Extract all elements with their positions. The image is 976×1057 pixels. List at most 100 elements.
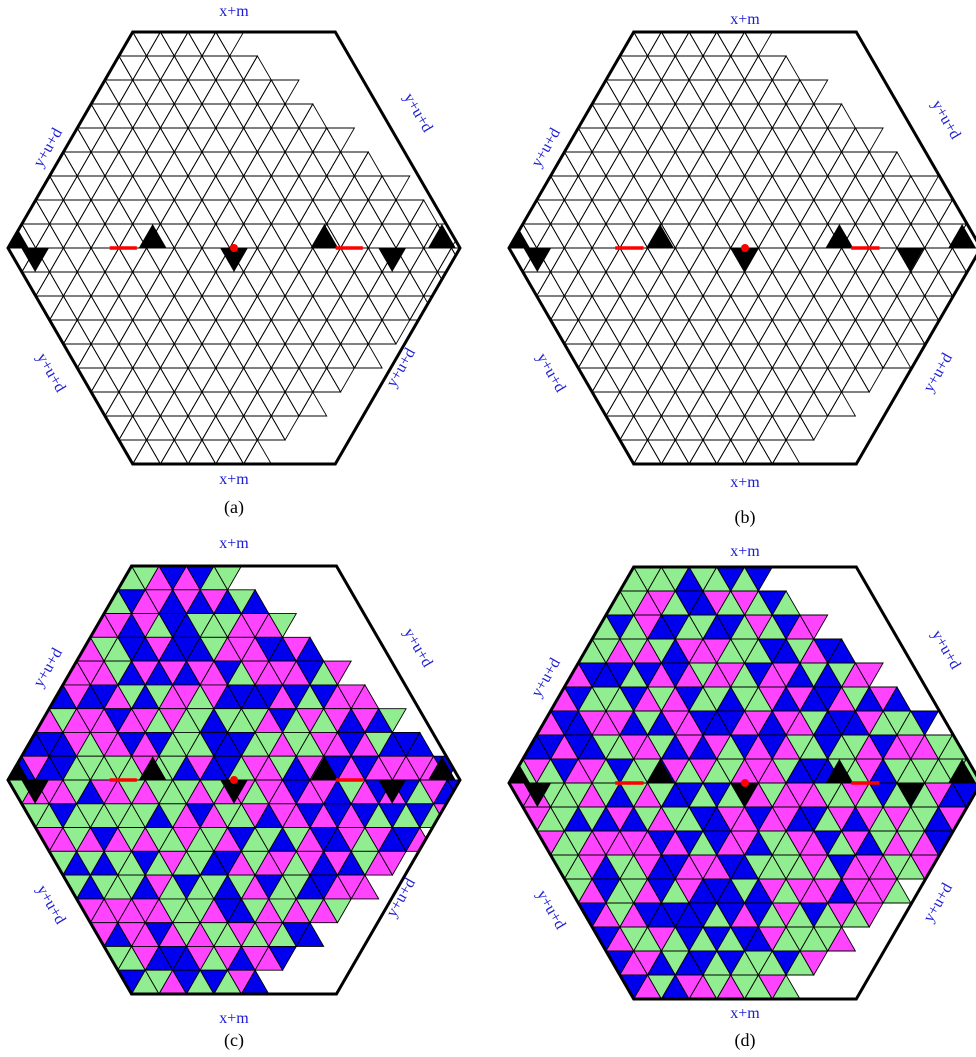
grid-triangle [298,367,328,393]
grid-triangle [702,199,732,225]
grid-triangle [716,79,746,105]
grid-triangle [799,223,829,249]
grid-triangle [549,55,580,81]
grid-triangle [799,367,829,393]
grid-triangle [509,295,510,321]
grid-triangle [757,55,787,81]
grid-triangle [467,128,495,152]
grid-triangle [509,175,510,201]
grid-triangle [104,415,134,441]
grid-triangle [8,343,9,369]
grid-triangle [605,271,635,297]
grid-triangle [381,271,411,297]
tile [509,950,524,976]
grid-triangle [729,271,760,297]
tile [522,950,552,976]
grid-triangle [509,55,538,81]
tile [509,950,510,976]
grid-triangle [509,127,510,153]
grid-triangle [743,223,774,249]
grid-triangle [757,151,787,177]
grid-triangle [799,151,829,177]
side-label-lower-right: y+u+d [920,350,956,395]
grid-triangle [8,79,23,105]
grid-triangle [242,271,273,297]
grid-triangle [882,319,912,345]
grid-triangle [854,199,884,225]
grid-triangle [284,247,314,273]
grid-triangle [868,223,898,249]
grid-triangle [522,103,552,129]
tile [509,830,538,856]
tile [8,636,9,662]
grid-triangle [8,271,9,297]
grid-triangle [591,391,621,417]
grid-triangle [674,391,704,417]
grid-triangle [563,127,593,153]
grid-triangle [367,271,397,297]
grid-triangle [646,247,677,273]
grid-triangle [605,223,635,249]
grid-triangle [826,103,857,129]
tile [467,759,495,783]
grid-triangle [118,199,148,225]
tile [509,830,510,856]
grid-triangle [563,79,593,105]
grid-triangle [729,103,760,129]
grid-triangle [76,151,106,177]
grid-triangle [298,103,328,129]
hole-triangle [21,780,49,804]
grid-triangle [771,391,801,417]
panel-caption: (b) [735,507,756,528]
tile [467,975,495,999]
grid-triangle [48,32,79,57]
grid-triangle [577,415,607,441]
tile [8,945,9,971]
grid-triangle [90,199,120,225]
grid-triangle [826,271,857,297]
side-label-upper-right: y+u+d [928,97,964,142]
grid-triangle [454,176,482,200]
grid-triangle [270,103,300,129]
side-label-top: x+m [730,11,760,28]
tile [509,638,510,664]
grid-triangle [131,199,162,225]
grid-triangle [619,295,649,321]
tile [467,591,495,615]
grid-triangle [118,103,148,129]
grid-triangle [743,32,774,57]
grid-triangle [757,103,787,129]
tile [509,926,538,952]
grid-triangle [187,391,217,417]
grid-triangle [660,79,690,105]
grid-triangle [8,223,9,249]
grid-triangle [549,271,580,297]
grid-triangle [702,103,732,129]
grid-triangle [201,439,231,464]
grid-triangle [563,319,593,345]
grid-triangle [256,103,286,129]
grid-triangle [367,175,397,201]
tile [509,710,524,736]
grid-triangle [591,127,621,153]
tile [563,950,593,976]
grid-triangle [509,127,524,153]
hexagon-outline [6,564,462,996]
grid-triangle [632,319,663,345]
grid-triangle [729,391,760,417]
grid-triangle [173,367,203,393]
grid-triangle [76,32,106,57]
tile [549,614,580,640]
grid-triangle [799,415,829,441]
grid-triangle [8,199,9,225]
grid-triangle [454,152,482,176]
grid-triangle [48,223,79,249]
tile [8,969,9,994]
grid-triangle [771,271,801,297]
grid-triangle [8,151,23,177]
grid-triangle [632,127,663,153]
grid-triangle [76,223,106,249]
grid-triangle [76,295,106,321]
grid-triangle [702,391,732,417]
grid-triangle [771,199,801,225]
